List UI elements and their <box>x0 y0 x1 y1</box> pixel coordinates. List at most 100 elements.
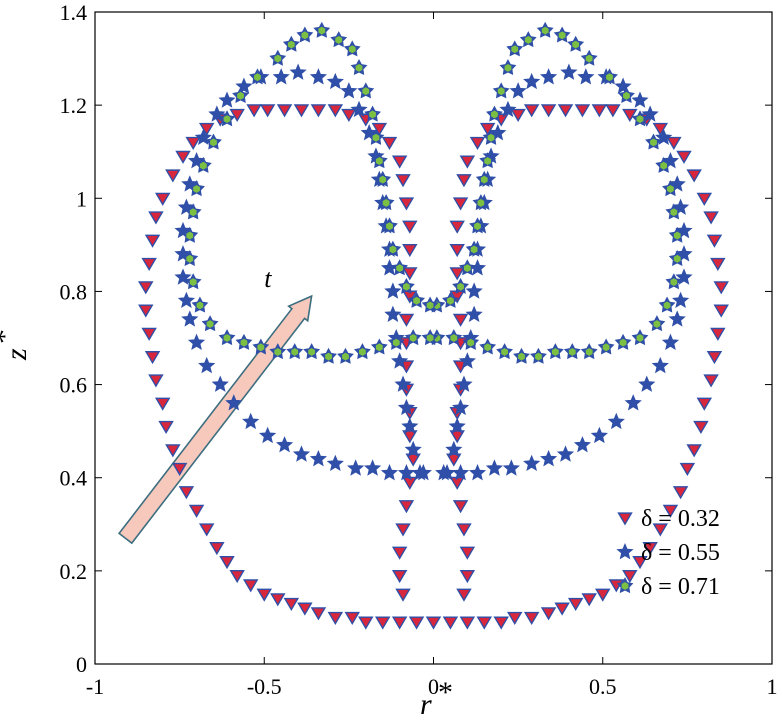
data-point <box>259 104 276 118</box>
data-point <box>622 108 638 123</box>
data-point <box>456 523 472 537</box>
y-tick-label: 1 <box>76 186 87 211</box>
data-point <box>309 68 328 85</box>
data-point-center <box>186 231 194 240</box>
data-point <box>191 296 209 313</box>
data-point <box>459 569 476 584</box>
data-point-center <box>426 301 434 310</box>
data-point <box>282 35 300 52</box>
legend-marker-center <box>621 582 629 590</box>
data-point-center <box>392 338 400 347</box>
data-point <box>445 440 463 458</box>
data-point <box>398 500 415 514</box>
legend-label: δ = 0.71 <box>641 574 720 600</box>
data-point <box>398 313 415 327</box>
data-point <box>343 40 361 57</box>
time-arrow <box>117 294 313 545</box>
data-point <box>574 104 591 118</box>
data-point <box>341 108 357 123</box>
data-point <box>275 436 294 453</box>
data-point <box>553 26 571 43</box>
x-tick-label: 0 <box>428 674 439 699</box>
data-point <box>567 597 584 612</box>
data-point-center <box>667 185 674 193</box>
data-point-center <box>189 278 197 287</box>
data-point <box>458 352 476 369</box>
data-point <box>696 192 713 206</box>
data-point-center <box>355 63 363 72</box>
data-point <box>509 82 527 99</box>
data-point-center <box>210 138 217 147</box>
data-point-center <box>325 352 332 361</box>
data-point <box>442 616 459 630</box>
data-point-center <box>426 334 434 342</box>
data-point <box>178 486 195 500</box>
data-point <box>459 546 476 560</box>
data-point <box>187 333 206 350</box>
data-point <box>391 352 409 369</box>
data-point <box>451 464 470 481</box>
data-point <box>703 374 719 388</box>
data-point <box>631 329 649 346</box>
data-point <box>580 343 598 360</box>
data-point <box>655 156 673 173</box>
data-point <box>310 607 327 621</box>
data-point <box>384 282 402 299</box>
data-point <box>652 523 669 537</box>
data-point <box>605 104 621 118</box>
data-point <box>458 259 476 276</box>
data-point <box>479 338 497 355</box>
data-point-center <box>497 87 505 96</box>
data-point-center <box>257 343 265 352</box>
data-point <box>256 588 272 602</box>
data-point <box>638 375 656 392</box>
data-point-center <box>623 91 630 100</box>
data-point <box>387 333 405 350</box>
data-point-center <box>223 115 231 124</box>
data-point <box>465 282 483 299</box>
data-point <box>523 611 540 625</box>
data-point <box>425 616 442 630</box>
data-point <box>445 329 463 346</box>
data-point <box>374 170 392 187</box>
x-tick-label: -0.5 <box>247 674 282 699</box>
data-point <box>451 398 470 416</box>
data-point <box>289 63 307 80</box>
data-point <box>648 315 666 332</box>
data-point <box>686 444 702 458</box>
data-point <box>397 398 416 416</box>
data-point-center <box>193 185 200 193</box>
data-point <box>554 602 570 616</box>
data-point <box>513 347 530 364</box>
x-axis-label-main: r <box>420 688 432 721</box>
data-point <box>148 211 164 225</box>
data-point <box>350 100 368 118</box>
data-point <box>235 333 253 350</box>
data-point <box>398 277 415 294</box>
data-point <box>661 333 680 350</box>
data-point-center <box>318 26 326 35</box>
data-point-center <box>558 31 566 40</box>
data-point <box>391 546 408 560</box>
data-point <box>205 133 222 150</box>
data-point <box>404 440 422 458</box>
data-point <box>665 203 683 220</box>
data-point-center <box>568 348 576 356</box>
data-point <box>539 450 558 467</box>
data-point <box>402 430 418 444</box>
data-point <box>710 257 726 272</box>
data-point <box>184 273 202 290</box>
data-point-center <box>413 296 420 305</box>
data-point <box>330 31 348 48</box>
y-axis-label-sup: * <box>0 329 21 344</box>
data-point <box>293 104 310 118</box>
data-point-center <box>359 348 366 356</box>
data-point-center <box>673 254 681 263</box>
data-point <box>252 338 270 355</box>
data-point-center <box>663 301 671 310</box>
data-point <box>465 240 483 257</box>
data-point <box>188 504 205 518</box>
data-point <box>401 417 419 434</box>
data-point <box>622 569 638 584</box>
data-point <box>148 374 164 388</box>
